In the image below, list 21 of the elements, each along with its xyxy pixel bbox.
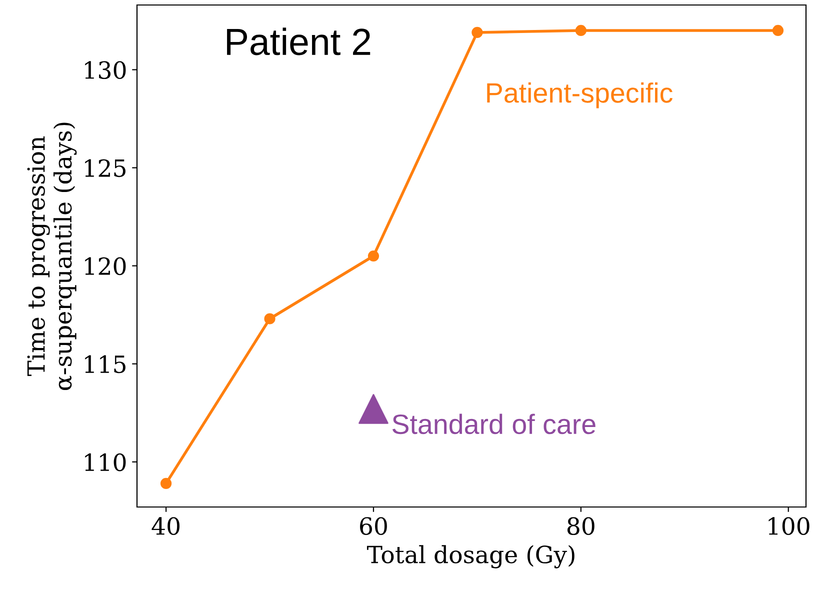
y-tick-label: 130 [85,61,126,80]
point [264,313,276,324]
chart-title: Patient 2 [227,28,370,56]
y-tick-label: 110 [85,453,126,472]
series-label: Patient-specific [487,82,672,108]
point [368,250,380,262]
y-tick-label: 115 [85,355,126,374]
point [160,478,172,490]
x-tick-label: 60 [360,517,387,535]
point [772,24,784,36]
x-tick-label: 100 [768,517,810,535]
y-tick-label: 120 [85,257,126,276]
point [358,394,388,424]
x-tick-label: 40 [152,517,180,535]
x-axis-title: Total dosage (Gy) [366,545,574,568]
series-label: Standard of care [392,414,596,434]
x-tick-label: 80 [567,517,594,535]
point [575,24,586,36]
point [472,26,483,38]
y-tick-label: 125 [85,159,126,178]
y-axis-title: Time to progression α-superquantile (days) [27,122,77,390]
